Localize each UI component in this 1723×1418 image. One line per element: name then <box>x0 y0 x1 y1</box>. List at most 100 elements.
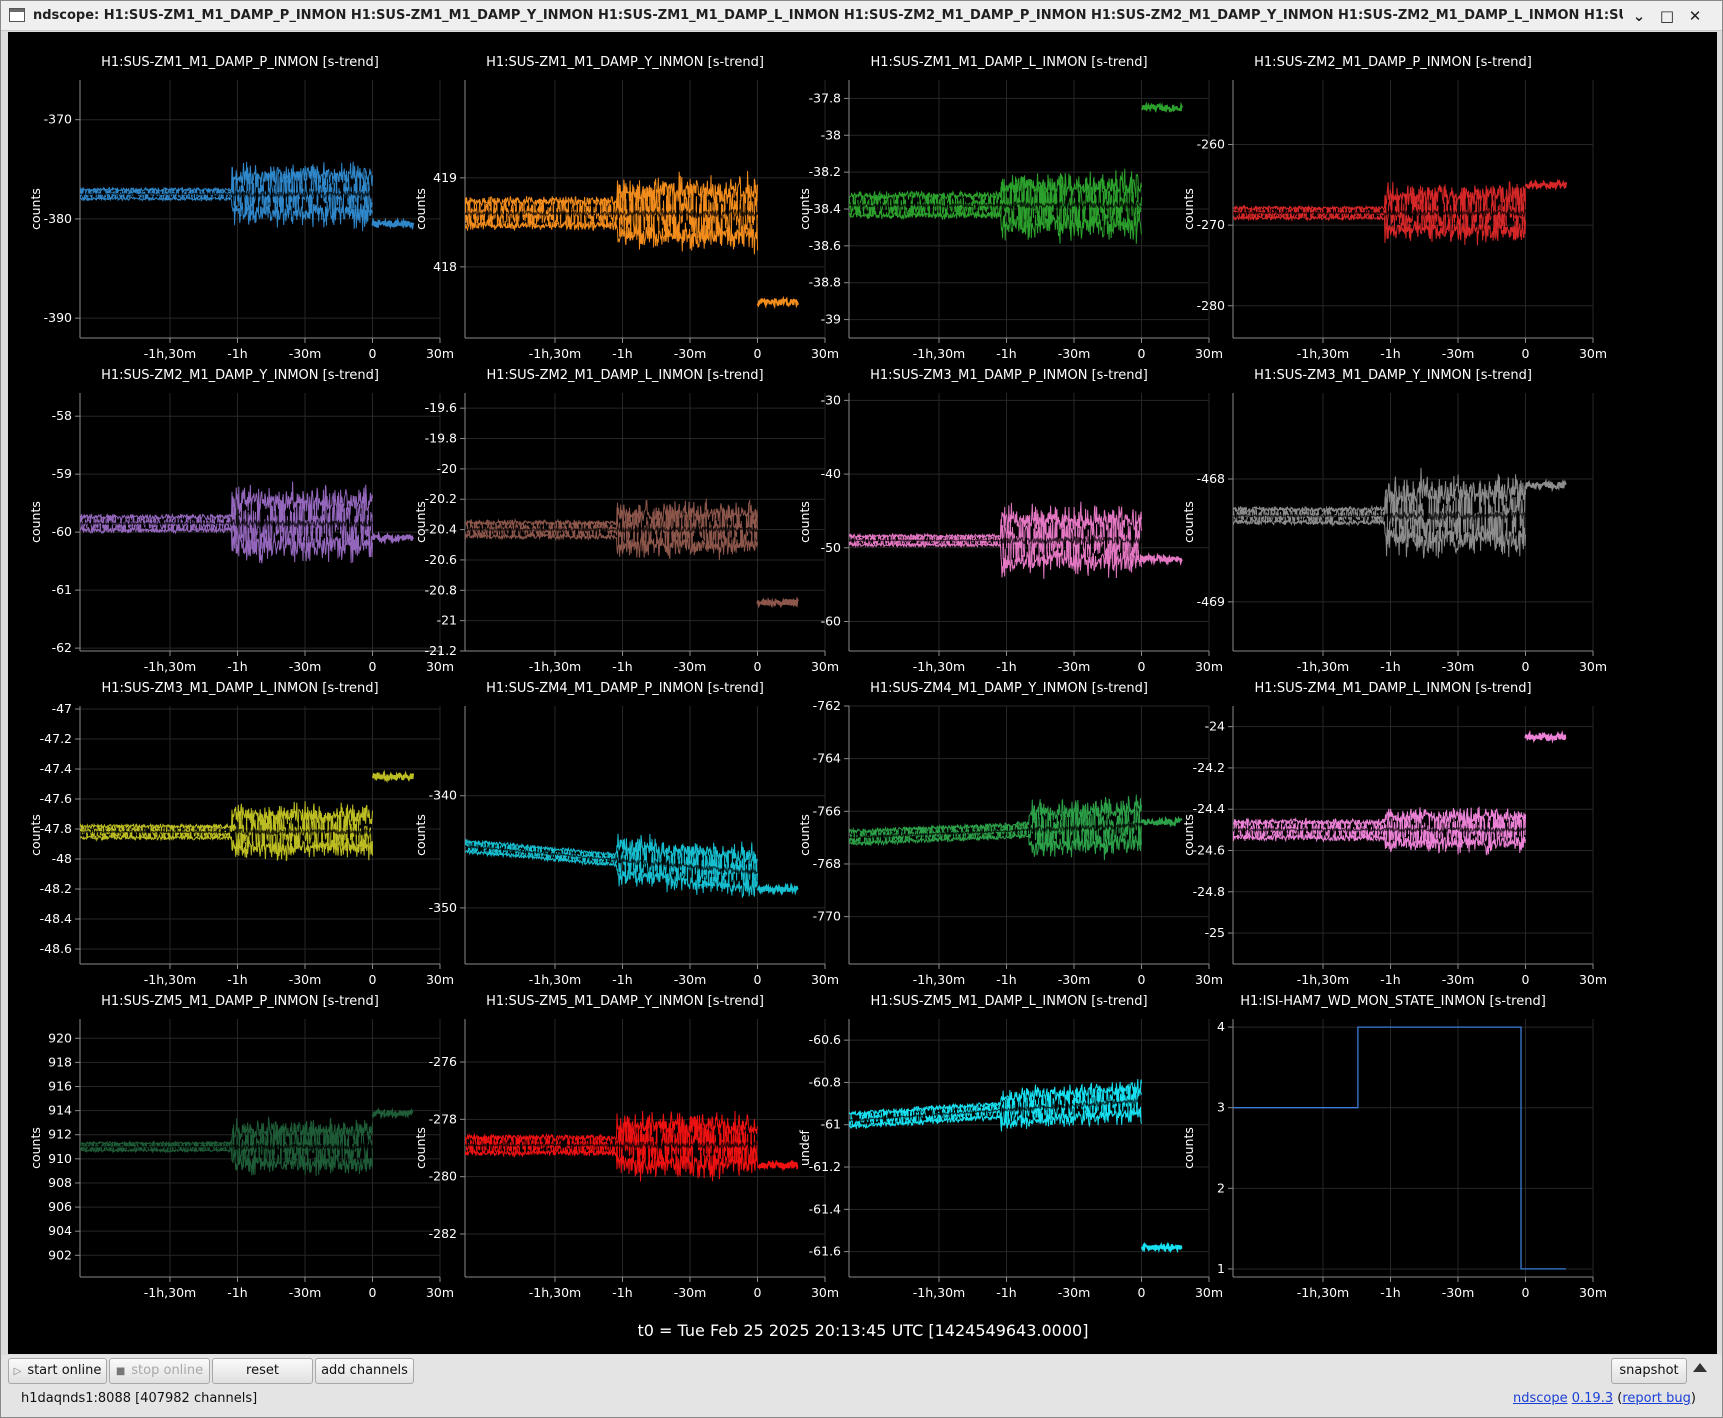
series-min <box>1233 214 1526 246</box>
start-online-button[interactable]: ▷ start online <box>8 1358 107 1384</box>
title-bar[interactable]: ndscope: H1:SUS-ZM1_M1_DAMP_P_INMON H1:S… <box>1 1 1722 31</box>
series-mean <box>465 844 758 875</box>
y-tick-label: -24.8 <box>1193 884 1225 899</box>
series-max <box>80 481 373 522</box>
chart-panel-16[interactable]: H1:ISI-HAM7_WD_MON_STATE_INMON [s-trend]… <box>1181 994 1607 1300</box>
y-tick-label: -469 <box>1197 594 1225 609</box>
chart-panel-5[interactable]: H1:SUS-ZM2_M1_DAMP_Y_INMON [s-trend] -58 -… <box>28 368 454 674</box>
x-tick-label: -1h,30m <box>144 972 196 987</box>
x-tick-label: 30m <box>811 972 839 987</box>
y-axis-label: counts <box>28 501 43 543</box>
y-tick-label: -20.8 <box>425 582 457 597</box>
series-mean <box>80 1142 373 1152</box>
chart-panel-2[interactable]: H1:SUS-ZM1_M1_DAMP_Y_INMON [s-trend] 419 4… <box>413 55 839 361</box>
y-tick-label: -19.8 <box>425 431 457 446</box>
series-min <box>849 831 1142 861</box>
series-post <box>371 530 414 545</box>
y-tick-label: -20.2 <box>425 491 457 506</box>
chart-panel-7[interactable]: H1:SUS-ZM3_M1_DAMP_P_INMON [s-trend] -30 -… <box>797 368 1223 674</box>
y-tick-label: 916 <box>48 1079 72 1094</box>
x-tick-label: -30m <box>1442 1285 1475 1300</box>
series-noise <box>465 1118 758 1173</box>
series-mean <box>465 207 758 220</box>
y-tick-label: -20.4 <box>425 522 457 537</box>
ndscope-link[interactable]: ndscope <box>1512 1391 1568 1406</box>
series-max <box>465 1110 758 1143</box>
minimize-icon[interactable]: ⌄ <box>1632 7 1646 25</box>
chart-panel-15[interactable]: H1:SUS-ZM5_M1_DAMP_L_INMON [s-trend] -60.… <box>797 994 1223 1300</box>
chart-title: H1:SUS-ZM5_M1_DAMP_P_INMON [s-trend] <box>101 994 379 1009</box>
x-tick-label: -1h,30m <box>144 659 196 674</box>
series-min <box>465 531 758 560</box>
chart-panel-13[interactable]: H1:SUS-ZM5_M1_DAMP_P_INMON [s-trend] 920 9… <box>28 994 454 1300</box>
chart-panel-10[interactable]: H1:SUS-ZM4_M1_DAMP_P_INMON [s-trend] -340… <box>413 681 839 987</box>
chart-panel-12[interactable]: H1:SUS-ZM4_M1_DAMP_L_INMON [s-trend] -24 -… <box>1181 681 1607 987</box>
x-tick-label: -1h <box>1380 659 1400 674</box>
x-tick-label: -1h,30m <box>913 1285 965 1300</box>
maximize-icon[interactable]: □ <box>1659 7 1675 25</box>
x-tick-label: 30m <box>1579 1285 1607 1300</box>
x-tick-label: 0 <box>1522 972 1530 987</box>
x-tick-label: -30m <box>1058 972 1091 987</box>
app-window-icon <box>9 8 25 22</box>
y-tick-label: 912 <box>48 1127 72 1142</box>
chart-panel-1[interactable]: H1:SUS-ZM1_M1_DAMP_P_INMON [s-trend] -370… <box>28 55 454 361</box>
y-axis-label: counts <box>413 501 428 543</box>
y-tick-label: 418 <box>433 259 457 274</box>
series-max <box>1233 180 1526 213</box>
chart-panel-4[interactable]: H1:SUS-ZM2_M1_DAMP_P_INMON [s-trend] -260… <box>1181 55 1607 361</box>
chart-panel-3[interactable]: H1:SUS-ZM1_M1_DAMP_L_INMON [s-trend] -37.… <box>797 55 1223 361</box>
series-max <box>849 501 1142 540</box>
version-link[interactable]: 0.19.3 <box>1571 1391 1614 1406</box>
y-tick-label: -37.8 <box>809 90 841 105</box>
chart-title: H1:SUS-ZM5_M1_DAMP_L_INMON [s-trend] <box>870 994 1147 1009</box>
series-max <box>80 801 373 831</box>
y-tick-label: -390 <box>44 310 72 325</box>
close-icon[interactable]: ✕ <box>1688 7 1702 25</box>
series-post <box>756 295 800 310</box>
series-mean <box>465 1140 758 1151</box>
chart-panel-8[interactable]: H1:SUS-ZM3_M1_DAMP_Y_INMON [s-trend] -468… <box>1181 368 1607 674</box>
add-channels-button[interactable]: add channels <box>315 1358 414 1384</box>
x-tick-label: 30m <box>1195 346 1223 361</box>
series-min <box>80 833 373 862</box>
y-tick-label: -61 <box>821 1117 841 1132</box>
series-noise <box>80 810 373 856</box>
y-axis-label: counts <box>1181 501 1196 543</box>
series-mean <box>1233 208 1526 219</box>
version-info: ndscope 0.19.3 (report bug) <box>1512 1391 1696 1406</box>
y-tick-label: -61 <box>52 582 72 597</box>
snapshot-button[interactable]: snapshot <box>1611 1358 1687 1384</box>
chart-panel-14[interactable]: H1:SUS-ZM5_M1_DAMP_Y_INMON [s-trend] -276… <box>413 994 839 1300</box>
y-tick-label: 4 <box>1217 1019 1225 1034</box>
y-tick-label: -47.8 <box>40 821 72 836</box>
reset-button[interactable]: reset <box>212 1358 313 1384</box>
y-tick-label: -60 <box>821 614 841 629</box>
chart-panel-9[interactable]: H1:SUS-ZM3_M1_DAMP_L_INMON [s-trend] -47 -… <box>28 681 454 987</box>
series-max <box>465 170 758 208</box>
x-tick-label: -1h,30m <box>913 659 965 674</box>
y-tick-label: -47.6 <box>40 791 72 806</box>
x-tick-label: 30m <box>811 346 839 361</box>
x-tick-label: -30m <box>674 346 707 361</box>
x-tick-label: 30m <box>1195 659 1223 674</box>
x-tick-label: -30m <box>1442 659 1475 674</box>
report-bug-link[interactable]: report bug <box>1622 1391 1691 1406</box>
x-tick-label: -1h <box>1380 1285 1400 1300</box>
expand-up-icon[interactable] <box>1693 1363 1707 1372</box>
x-tick-label: -1h <box>612 1285 632 1300</box>
plot-area[interactable]: t0 = Tue Feb 25 2025 20:13:45 UTC [14245… <box>8 32 1717 1354</box>
x-tick-label: 30m <box>1195 972 1223 987</box>
y-tick-label: 914 <box>48 1103 72 1118</box>
x-tick-label: -1h,30m <box>529 659 581 674</box>
y-axis-label: counts <box>1181 814 1196 856</box>
plot-grid[interactable]: t0 = Tue Feb 25 2025 20:13:45 UTC [14245… <box>8 32 1717 1354</box>
x-tick-label: 0 <box>1138 659 1146 674</box>
y-tick-label: -61.2 <box>809 1159 841 1174</box>
series-mean <box>849 534 1142 546</box>
y-tick-label: 2 <box>1217 1180 1225 1195</box>
y-tick-label: -60.8 <box>809 1074 841 1089</box>
series-min <box>849 1106 1142 1132</box>
chart-panel-11[interactable]: H1:SUS-ZM4_M1_DAMP_Y_INMON [s-trend] -762… <box>797 681 1223 987</box>
chart-panel-6[interactable]: H1:SUS-ZM2_M1_DAMP_L_INMON [s-trend] -19.… <box>413 368 839 674</box>
